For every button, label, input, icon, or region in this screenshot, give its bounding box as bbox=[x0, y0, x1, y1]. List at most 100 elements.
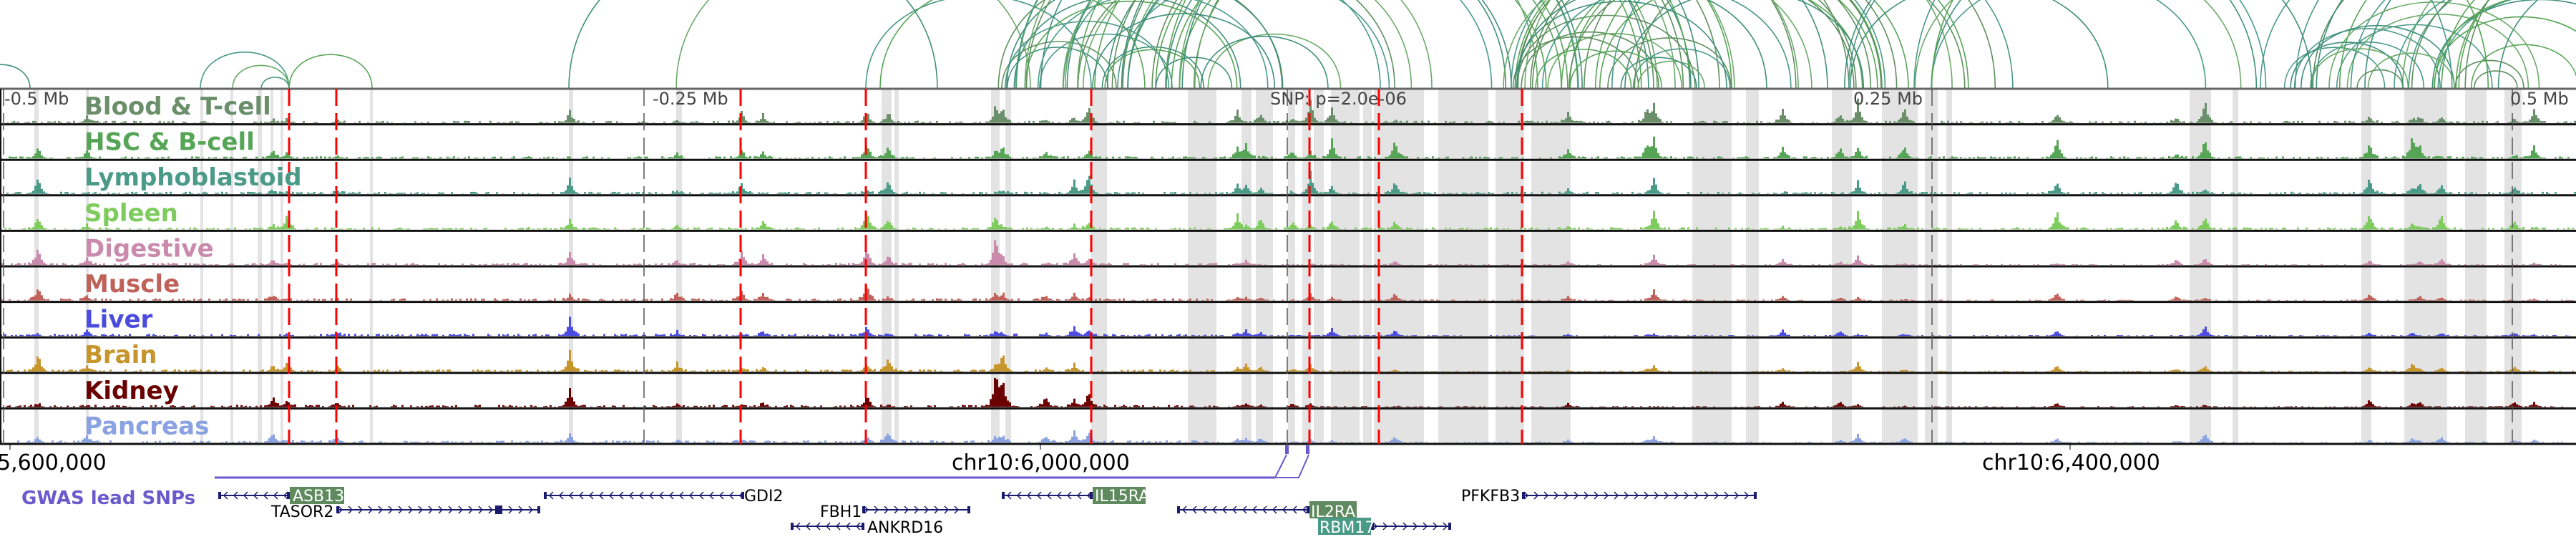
loop-arc bbox=[1117, 0, 1390, 90]
gene-box-il2ra[interactable] bbox=[1309, 501, 1357, 518]
loop-arc bbox=[260, 77, 290, 90]
track-labels: Blood & T-cell HSC & B-cell Lymphoblastoid… bbox=[84, 92, 302, 440]
loop-arc bbox=[1514, 0, 1883, 90]
signal-tracks bbox=[0, 87, 2576, 445]
loop-arc bbox=[1535, 49, 1632, 90]
loop-arc bbox=[1151, 0, 1797, 90]
gene-label-gdi2[interactable]: GDI2 bbox=[744, 488, 783, 505]
gene-box-il15ra[interactable] bbox=[1093, 487, 1146, 504]
gene-box-rbm17[interactable] bbox=[1318, 518, 1371, 535]
loop-arc bbox=[1620, 57, 1697, 90]
track-label: HSC & B-cell bbox=[84, 128, 255, 157]
track-lymphoblastoid bbox=[0, 170, 2576, 197]
gene-model[interactable] bbox=[862, 505, 970, 514]
track-pancreas bbox=[0, 430, 2576, 445]
gene-label-ankrd16[interactable]: ANKRD16 bbox=[867, 519, 943, 537]
loop-arc bbox=[1524, 0, 1953, 90]
track-spleen bbox=[0, 211, 2576, 232]
loop-arc bbox=[1561, 0, 1878, 90]
loop-arc bbox=[1849, 0, 2109, 90]
offset-label-snp: SNP: p=2.0e-06 bbox=[1270, 89, 1407, 109]
loop-arc bbox=[1568, 0, 1855, 90]
loop-arc bbox=[1516, 14, 1696, 90]
loop-arc bbox=[1006, 47, 1109, 90]
loop-arc bbox=[2455, 0, 2490, 90]
loop-arc bbox=[1200, 35, 1329, 90]
gene-model[interactable] bbox=[1522, 491, 1757, 500]
loop-arc bbox=[1013, 0, 1241, 90]
gene-model[interactable] bbox=[336, 505, 540, 514]
track-label: Spleen bbox=[84, 199, 178, 228]
gene-model[interactable] bbox=[1002, 491, 1093, 500]
track-digestive bbox=[0, 240, 2576, 268]
loop-arc bbox=[1568, 0, 1909, 90]
signal-bars bbox=[0, 286, 2574, 301]
loop-arc bbox=[1637, 60, 1706, 90]
gene-label-tasor2[interactable]: TASOR2 bbox=[270, 503, 333, 521]
gene-model[interactable] bbox=[218, 491, 290, 500]
loop-arc bbox=[2470, 44, 2576, 90]
gene-label-pfkfb3[interactable]: PFKFB3 bbox=[1461, 488, 1520, 505]
loop-arc bbox=[1914, 0, 2242, 90]
loop-arc bbox=[2310, 42, 2425, 90]
loop-arc bbox=[2356, 69, 2404, 90]
gene-label-rbm17[interactable]: RBM17 bbox=[1319, 519, 1375, 537]
loop-arc bbox=[2367, 52, 2455, 90]
loop-arc bbox=[1092, 13, 1276, 90]
chromatin-loop-arcs bbox=[0, 0, 2576, 90]
loop-arc bbox=[1127, 0, 1512, 90]
track-blood-t-cell bbox=[0, 98, 2576, 126]
gene-track bbox=[218, 487, 1757, 535]
gene-model[interactable] bbox=[544, 491, 744, 500]
loop-arc bbox=[2411, 0, 2451, 90]
loop-arc bbox=[1207, 33, 1342, 90]
loop-arc bbox=[200, 52, 290, 90]
loop-arc bbox=[2394, 0, 2446, 90]
track-liver bbox=[0, 316, 2576, 339]
loop-arc bbox=[2431, 0, 2576, 90]
gene-label-il2ra[interactable]: IL2RA bbox=[1311, 503, 1355, 521]
offset-label-minus-half: -0.5 Mb bbox=[4, 89, 69, 109]
loop-arc bbox=[1514, 1, 1727, 90]
loop-arc bbox=[1171, 0, 1562, 90]
loop-arc bbox=[1066, 0, 1692, 90]
loop-arc bbox=[1037, 0, 1269, 90]
gene-box-asb13[interactable] bbox=[290, 487, 344, 504]
loop-arc bbox=[1611, 0, 2014, 90]
gene-model[interactable] bbox=[791, 522, 864, 531]
position-label-right: chr10:6,400,000 bbox=[1982, 450, 2160, 475]
loop-arc bbox=[1025, 0, 1654, 90]
loop-arc bbox=[1077, 0, 1396, 90]
track-label: Pancreas bbox=[84, 412, 209, 440]
loop-arc bbox=[1529, 0, 1898, 90]
gene-label-fbh1[interactable]: FBH1 bbox=[820, 503, 862, 521]
loop-arc bbox=[2311, 48, 2409, 90]
loop-arc bbox=[1607, 37, 1732, 90]
track-label: Kidney bbox=[84, 377, 179, 405]
loop-arc bbox=[1155, 0, 1568, 90]
offset-label-minus-quarter: -0.25 Mb bbox=[653, 89, 728, 109]
loop-arc bbox=[2408, 0, 2453, 90]
loop-arc bbox=[232, 64, 290, 90]
offset-label-plus-quarter: 0.25 Mb bbox=[1853, 89, 1923, 109]
loop-arc bbox=[2259, 0, 2290, 90]
loop-arc bbox=[1594, 0, 1969, 90]
loop-arc bbox=[2401, 0, 2432, 90]
loop-arc bbox=[2454, 59, 2524, 90]
gene-model[interactable] bbox=[1371, 522, 1451, 531]
gene-label-il15ra[interactable]: IL15RA bbox=[1095, 488, 1149, 505]
loop-arc bbox=[1516, 0, 1767, 90]
loop-arc bbox=[2328, 1, 2540, 90]
signal-bars bbox=[0, 240, 2561, 265]
gene-label-asb13[interactable]: ASB13 bbox=[293, 488, 344, 505]
loop-arc bbox=[1063, 0, 1381, 90]
loop-arc bbox=[0, 64, 31, 90]
offset-label-plus-half: 0.5 Mb bbox=[2510, 89, 2569, 109]
loop-arc bbox=[1179, 0, 1547, 90]
loop-arc bbox=[2441, 0, 2476, 90]
gene-model[interactable] bbox=[1177, 505, 1309, 514]
loop-arc bbox=[1541, 0, 1792, 90]
loop-arc bbox=[1848, 0, 2267, 90]
loop-arc bbox=[2293, 28, 2441, 90]
gwas-snp-marker bbox=[1306, 445, 1309, 454]
